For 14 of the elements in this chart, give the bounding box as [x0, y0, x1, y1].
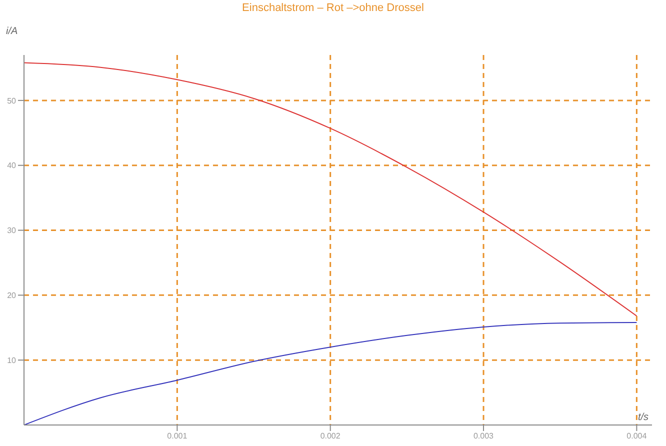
- y-tick-label: 20: [7, 291, 17, 300]
- x-axis-title: t/s: [638, 412, 649, 423]
- chart-title: Einschaltstrom – Rot –>ohne Drossel: [241, 2, 425, 14]
- y-tick-label: 40: [7, 161, 17, 170]
- line-series: [24, 322, 638, 425]
- y-axis-title: i/A: [6, 26, 18, 37]
- x-tick-label: 0.003: [473, 432, 494, 441]
- y-tick-label: 50: [7, 96, 17, 106]
- y-tick-label: 10: [7, 356, 17, 365]
- x-tick-label: 0.002: [320, 432, 341, 441]
- x-tick-label: 0.001: [167, 432, 188, 441]
- y-tick-label: 30: [7, 226, 17, 236]
- x-tick-label: 0.004: [626, 432, 648, 441]
- line-series: [24, 62, 638, 316]
